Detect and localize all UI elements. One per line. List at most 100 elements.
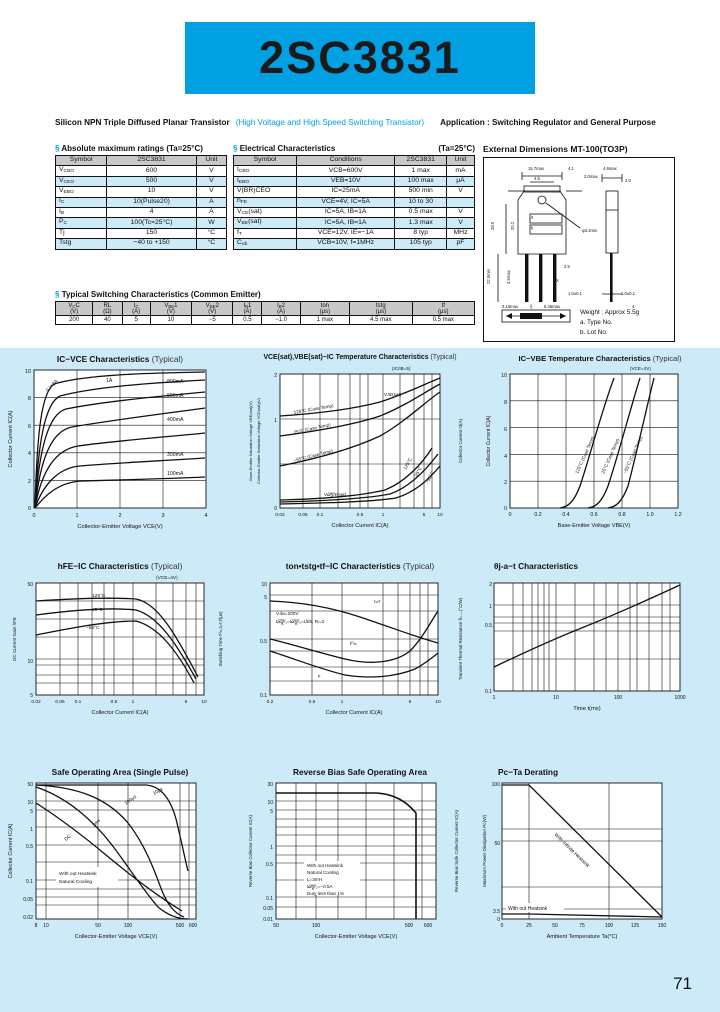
- column-header: Conditions: [295, 154, 396, 167]
- y-tick: 1: [489, 604, 492, 610]
- chart-note: (IC/IB=5): [392, 366, 411, 371]
- curve-label: tᶠ: [318, 674, 320, 680]
- table-row: VCE(sat) IC=5A, IB=1A 0.5 max V: [233, 206, 475, 219]
- dim-label: 5.45max: [544, 304, 561, 309]
- chart-vcesat-vbesat-ic: VCE(sat),VBE(sat)−IC Temperature Charact…: [240, 348, 480, 555]
- x-axis-label: Base-Emitter Voltage VBE(V): [558, 523, 631, 529]
- unit-cell: pF: [446, 238, 475, 250]
- x-axis-label: Collector-Emitter Voltage VCE(V): [315, 934, 398, 940]
- x-tick: 0.1: [75, 699, 82, 705]
- dim-label: 4.1: [568, 166, 574, 171]
- x-tick: 600: [189, 923, 198, 929]
- note-line: Natural Cooling: [59, 879, 92, 885]
- dim-label: 15.7max: [528, 166, 545, 171]
- curve-label: VᲰᴇ(sat): [384, 392, 402, 397]
- chart-title-main: VCE(sat),VBE(sat)−IC Temperature Charact…: [263, 354, 429, 361]
- curve-label: −55°C: [86, 625, 100, 631]
- part-number-band: 2SC3831: [185, 22, 535, 94]
- dim-label: X: [556, 278, 559, 283]
- x-tick: 0.02: [275, 512, 285, 518]
- right-axis-label: Reverse Bias Safe Collector Current IC(A…: [454, 810, 459, 893]
- dim-label: 20.2: [510, 221, 515, 230]
- chart-ton-tstg-tf-ic: ton•tstg•tf−IC Characteristics (Typical): [240, 555, 480, 762]
- x-tick: 8: [35, 923, 38, 929]
- curve-label: 1A: [106, 378, 113, 384]
- note-line: Duty less than 1%: [307, 891, 344, 896]
- x-tick: 50: [273, 923, 279, 929]
- y-tick: 50: [27, 582, 33, 588]
- y-tick: 4: [504, 454, 507, 460]
- value-cell: 150: [106, 227, 197, 240]
- unit-cell: V: [195, 175, 228, 188]
- x-tick: 125: [631, 923, 640, 929]
- y-tick: 0.01: [263, 917, 273, 923]
- value-cell: 1 max: [394, 165, 447, 177]
- dim-label: 28.5: [490, 221, 495, 230]
- chart-title-sub: (Typical): [652, 354, 682, 363]
- absolute-max-title: Absolute maximum ratings: [61, 144, 165, 153]
- dim-label: 2.0: [625, 178, 631, 183]
- table-row: 200 40 5 10 −5 0.5 −1.0 1 max 4.5 max 0.5 max: [54, 315, 476, 326]
- symbol-cell: VCBO: [54, 165, 108, 177]
- chart-condition: VᲰᴚ=200V: [276, 611, 299, 617]
- curve-label: 25°C: [413, 465, 423, 477]
- table-header-row: Symbol 2SC3831 Unit: [54, 154, 228, 167]
- x-tick: 1000: [674, 695, 685, 701]
- characteristics-charts: IC−VCE Characteristics (Typical): [0, 348, 720, 968]
- dim-label: 1.0±0.1: [568, 291, 583, 296]
- unit-cell: °C: [195, 227, 228, 240]
- x-tick: 50: [552, 923, 558, 929]
- x-tick: 0.8: [618, 512, 625, 518]
- dim-label: 4: [632, 304, 635, 309]
- y-tick: 1: [30, 827, 33, 833]
- table-header-row: VCC (V) RL (Ω) IC (A) VBE1 (V) VBE2 (V) IB1 (A) IB2(…: [54, 300, 476, 317]
- x-tick: 5: [409, 699, 412, 705]
- table-row: VEBO 10 V: [54, 186, 228, 198]
- chart-condition: I᳄₁=I᳄₂=IᲴ/5, Rₗ=2: [276, 619, 325, 625]
- unit-cell: V: [446, 206, 475, 219]
- symbol-cell: IEBO: [233, 175, 297, 188]
- value-cell: 5: [121, 315, 151, 326]
- subtitle-paren: (High Voltage and High Speed Switching T…: [235, 118, 425, 127]
- chart-title-sub: (Typical): [151, 354, 184, 364]
- value-cell: 500 min: [394, 186, 447, 198]
- curve-label: 100mA: [167, 471, 184, 477]
- absolute-max-heading: § Absolute maximum ratings (Ta=25°C): [55, 144, 203, 153]
- y-tick: 0.5: [266, 862, 273, 868]
- x-tick: 4: [205, 513, 208, 519]
- chart-theta-t: θj-a−t Characteristics: [480, 555, 720, 762]
- x-tick: 100: [614, 695, 623, 701]
- chart-title: IC−VBE Temperature Characteristics (Typi…: [480, 354, 720, 363]
- conditions-cell: IC=25mA: [295, 186, 396, 198]
- x-tick: 10: [201, 699, 207, 705]
- y-tick: 2: [28, 479, 31, 485]
- y-tick: 0: [504, 506, 507, 512]
- plot-svg: 125°C (Case Temp) 25°C (Case Temp) −55°C…: [486, 366, 682, 529]
- conditions-cell: IC=5A, IB=1A: [295, 206, 396, 219]
- y-tick: 2: [489, 582, 492, 588]
- x-tick: 0.02: [31, 699, 41, 705]
- column-header: IB1 (A): [232, 300, 263, 317]
- table-row: VBE(sat) IC=5A, IB=1A 1.3 max V: [233, 217, 475, 229]
- conditions-cell: VCE=4V, IC=5A: [295, 196, 396, 208]
- chart-title: θj-a−t Characteristics: [480, 561, 720, 571]
- note-a-label: a. Type No.: [580, 319, 613, 326]
- x-tick: 1: [382, 512, 385, 518]
- y-tick: 3.5: [493, 909, 500, 915]
- y-tick: 30: [267, 782, 273, 788]
- value-cell: −1.0: [261, 315, 301, 326]
- switching-title: Typical Switching Characteristics (Commo…: [61, 290, 261, 299]
- table-row: ICBO VCB=600V 1 max mA: [233, 165, 475, 177]
- value-cell: 100 max: [394, 175, 447, 188]
- symbol-cell: Tstg: [54, 238, 108, 250]
- footer-band: [0, 968, 720, 1012]
- package-drawing: 15.7max 4.5 4.1 2.0max 4.6max 2.0 28.5 2…: [483, 157, 675, 342]
- curve-label: 125°C: [402, 456, 413, 470]
- value-cell: 10: [106, 186, 197, 198]
- chart-title-main: ton•tstg•tf−IC Characteristics: [285, 560, 401, 571]
- note-line: Natural Cooling: [307, 870, 339, 875]
- x-tick: 10: [43, 923, 49, 929]
- y-tick: 0: [274, 506, 277, 512]
- conditions-cell: VEB=10V: [295, 175, 396, 188]
- plot-svg: With out Heatsink Natural Cooling L=3mH …: [248, 782, 459, 940]
